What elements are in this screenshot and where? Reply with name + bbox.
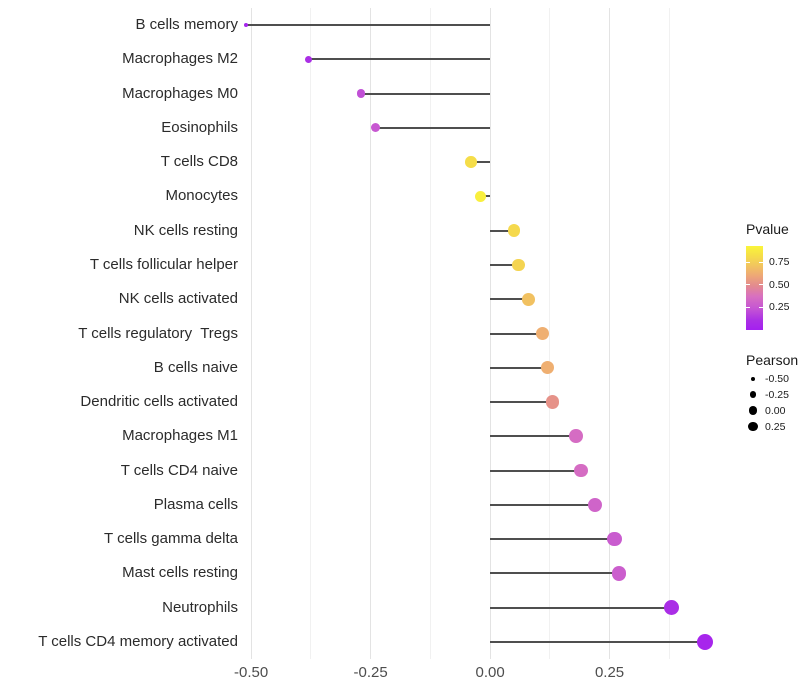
lollipop-dot (573, 463, 588, 478)
x-axis-label: -0.25 (353, 664, 388, 681)
gridline-major (609, 8, 611, 659)
y-axis-label: Plasma cells (153, 495, 238, 513)
colorbar-tick-label: 0.25 (769, 301, 790, 314)
lollipop-dot (607, 531, 622, 547)
lollipop-stem (490, 401, 553, 404)
y-axis-label: T cells gamma delta (104, 530, 238, 548)
legend-pearson-title: Pearson (746, 352, 799, 368)
colorbar-tick-label: 0.50 (769, 278, 790, 291)
size-key-label: -0.25 (765, 388, 789, 401)
y-axis-label: B cells memory (135, 16, 238, 34)
y-axis-label: NK cells activated (118, 290, 238, 308)
lollipop-stem (361, 92, 491, 95)
lollipop-stem (490, 298, 529, 301)
lollipop-stem (470, 161, 491, 164)
lollipop-stem (490, 469, 581, 472)
y-axis-label: T cells CD8 (160, 153, 238, 171)
y-axis-label: T cells CD4 naive (120, 461, 238, 479)
colorbar-tick (746, 306, 750, 308)
x-axis-label: 0.25 (594, 664, 625, 681)
lollipop-dot (356, 89, 366, 98)
size-key-label: 0.00 (765, 404, 786, 417)
lollipop-stem (308, 58, 491, 61)
size-key-dot (749, 391, 757, 398)
colorbar-tick-label: 0.75 (769, 256, 790, 269)
lollipop-stem (490, 503, 596, 506)
x-axis-label: -0.50 (234, 664, 269, 681)
lollipop-stem (490, 538, 615, 541)
colorbar-tick (759, 306, 763, 308)
legend-pvalue-colorbar (746, 246, 763, 330)
colorbar-tick (746, 284, 750, 286)
gridline-minor (310, 8, 312, 659)
gridline-major (250, 8, 252, 659)
lollipop-dot (521, 292, 535, 306)
legend-pvalue-title: Pvalue (746, 221, 789, 237)
y-axis-label: T cells follicular helper (89, 255, 238, 273)
lollipop-dot (545, 395, 559, 409)
colorbar-tick (746, 261, 750, 263)
y-axis-label: Eosinophils (161, 118, 238, 136)
y-axis-label: Macrophages M2 (122, 50, 238, 68)
lollipop-stem (375, 126, 491, 129)
lollipop-dot (569, 429, 583, 444)
lollipop-dot (540, 361, 555, 375)
lollipop-dot (697, 633, 714, 650)
lollipop-dot (474, 190, 487, 203)
y-axis-label: Macrophages M0 (122, 84, 238, 102)
lollipop-dot (370, 123, 380, 133)
y-axis-label: Mast cells resting (122, 564, 238, 582)
y-axis-label: Monocytes (165, 187, 238, 205)
size-key-dot (751, 376, 755, 381)
lollipop-stem (490, 332, 543, 335)
size-key-dot (748, 421, 758, 432)
size-key-dot (748, 406, 758, 415)
colorbar-tick (759, 261, 763, 263)
x-axis-label: 0.00 (475, 664, 505, 681)
size-key-label: 0.25 (765, 420, 786, 433)
y-axis-label: Dendritic cells activated (80, 393, 238, 411)
lollipop-stem (490, 606, 672, 609)
lollipop-dot (588, 497, 603, 512)
lollipop-stem (246, 24, 491, 27)
lollipop-dot (536, 326, 550, 341)
size-key-label: -0.50 (765, 372, 789, 385)
lollipop-stem (490, 366, 548, 369)
colorbar-tick (759, 284, 763, 286)
y-axis-label: T cells regulatory Tregs (78, 324, 238, 342)
plot-panel (244, 8, 730, 659)
lollipop-dot (305, 55, 312, 63)
lollipop-stem (490, 229, 514, 232)
lollipop-dot (663, 599, 680, 616)
lollipop-dot (512, 258, 526, 272)
lollipop-dot (611, 566, 627, 581)
lollipop-dot (507, 224, 521, 237)
gridline-major (370, 8, 372, 659)
lollipop-stem (490, 572, 620, 575)
y-axis-label: B cells naive (153, 358, 238, 376)
gridline-minor (429, 8, 431, 659)
lollipop-stem (490, 640, 706, 643)
lollipop-dot (465, 156, 477, 168)
lollipop-dot (244, 23, 249, 28)
y-axis-label: T cells CD4 memory activated (38, 632, 238, 650)
gridline-minor (549, 8, 551, 659)
gridline-minor (668, 8, 670, 659)
y-axis-label: Macrophages M1 (122, 427, 238, 445)
y-axis-label: NK cells resting (133, 221, 238, 239)
y-axis-label: Neutrophils (162, 598, 238, 616)
lollipop-stem (490, 263, 519, 266)
lollipop-stem (490, 435, 577, 438)
